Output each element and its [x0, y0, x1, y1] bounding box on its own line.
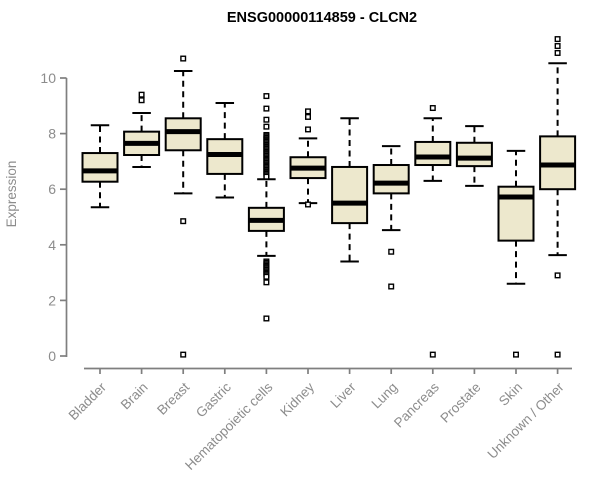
- x-category-label: Breast: [154, 379, 192, 417]
- outlier-point: [554, 43, 561, 50]
- box: [164, 117, 202, 152]
- box: [414, 140, 452, 167]
- boxplot-breast: [164, 55, 202, 358]
- outlier-point: [263, 173, 270, 180]
- y-tick-label: 2: [48, 292, 56, 308]
- box: [372, 164, 410, 195]
- boxplot-gastric: [206, 102, 244, 199]
- outlier-point: [554, 49, 561, 56]
- outlier-point: [429, 351, 436, 358]
- x-category-label: Liver: [327, 379, 359, 411]
- x-category-label: Prostate: [437, 380, 483, 426]
- outlier-point: [138, 91, 145, 98]
- boxplot-pancreas: [414, 105, 452, 358]
- x-category-label: Bladder: [66, 379, 110, 423]
- boxplot-unknown-other: [539, 36, 577, 358]
- outlier-point: [138, 97, 145, 104]
- outlier-point: [305, 126, 312, 133]
- outlier-point: [263, 105, 270, 112]
- outlier-point: [263, 116, 270, 123]
- y-axis-title: Expression: [4, 161, 19, 228]
- outlier-point: [554, 36, 561, 43]
- outlier-point: [305, 201, 312, 208]
- y-tick-label: 8: [48, 126, 56, 142]
- outlier-point: [429, 105, 436, 112]
- x-category-label: Lung: [368, 380, 400, 412]
- outlier-point: [180, 218, 187, 225]
- y-tick-label: 0: [48, 348, 56, 364]
- x-category-label: Unknown / Other: [484, 379, 567, 462]
- outlier-point: [180, 351, 187, 358]
- x-category-label: Gastric: [193, 379, 234, 420]
- outlier-point: [180, 55, 187, 62]
- y-tick-label: 4: [48, 237, 56, 253]
- y-tick-label: 10: [40, 70, 56, 86]
- boxplot-lung: [372, 145, 410, 290]
- outlier-point: [554, 351, 561, 358]
- outlier-point: [263, 93, 270, 100]
- boxplot-prostate: [455, 125, 493, 187]
- boxplot-hematopoietic-cells: [247, 93, 285, 322]
- outlier-point: [388, 248, 395, 255]
- boxplot-kidney: [289, 108, 327, 208]
- box: [81, 152, 119, 183]
- x-category-label: Brain: [118, 380, 151, 413]
- box: [455, 141, 493, 168]
- outlier-point: [263, 279, 270, 286]
- x-category-label: Pancreas: [391, 379, 442, 430]
- outlier-point: [554, 272, 561, 279]
- chart-title: ENSG00000114859 - CLCN2: [227, 10, 417, 26]
- boxplot-bladder: [81, 124, 119, 209]
- boxplot-skin: [497, 149, 535, 358]
- y-tick-label: 6: [48, 181, 56, 197]
- x-category-label: Skin: [496, 380, 525, 409]
- outlier-point: [263, 273, 270, 280]
- x-category-label: Kidney: [277, 379, 317, 419]
- outlier-point: [263, 315, 270, 322]
- boxplot-brain: [123, 91, 161, 168]
- box: [331, 165, 369, 225]
- outlier-point: [305, 113, 312, 120]
- boxplot-liver: [331, 117, 369, 263]
- outlier-point: [388, 283, 395, 290]
- outlier-point: [513, 351, 520, 358]
- outlier-point: [263, 123, 270, 130]
- outlier-point: [305, 108, 312, 115]
